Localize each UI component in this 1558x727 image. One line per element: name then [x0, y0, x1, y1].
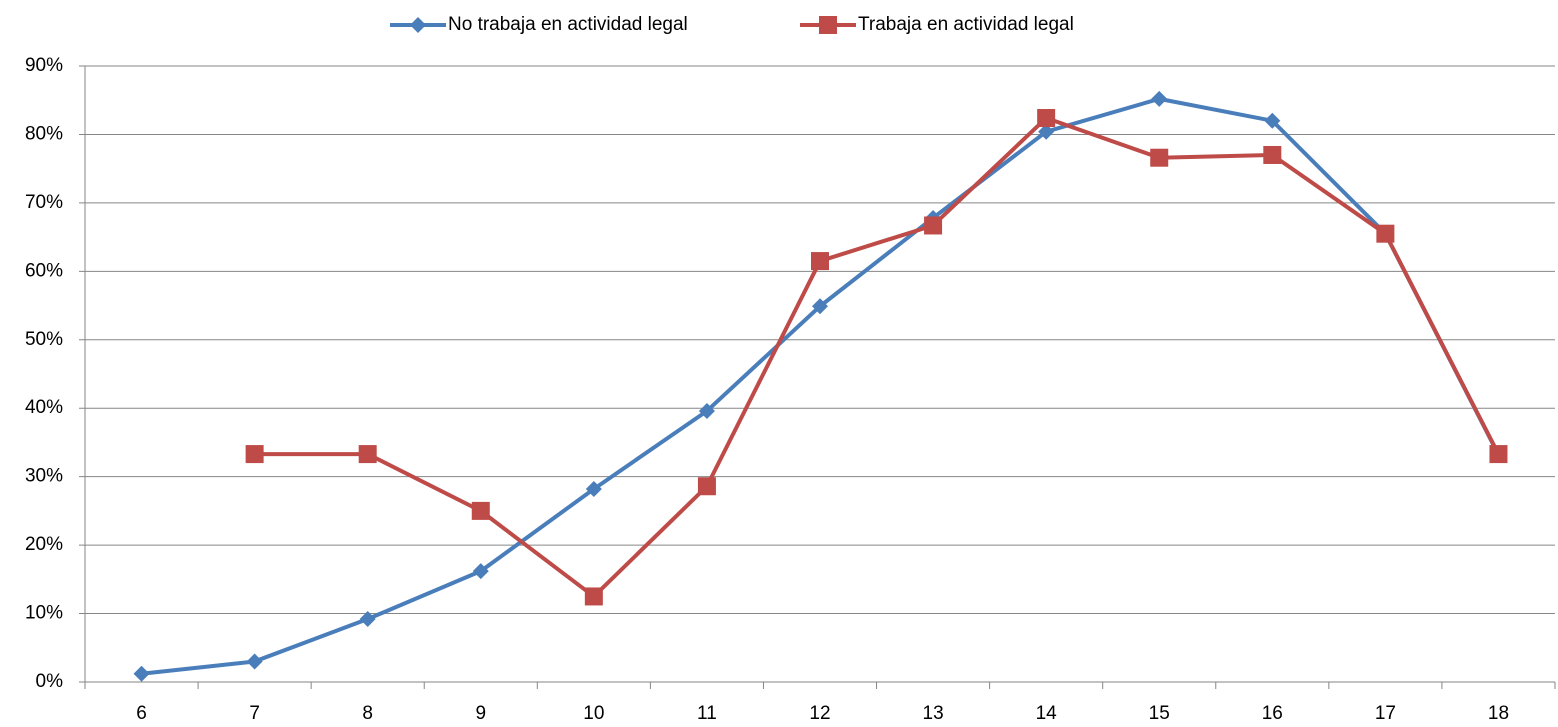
data-point — [1037, 109, 1056, 128]
data-point — [246, 653, 263, 670]
data-point — [924, 216, 943, 235]
y-tick-label: 60% — [25, 260, 63, 281]
legend-marker — [410, 17, 426, 33]
data-point — [1376, 224, 1395, 243]
x-tick-label: 17 — [1375, 703, 1396, 724]
y-tick-label: 30% — [25, 466, 63, 487]
x-tick-label: 18 — [1488, 703, 1509, 724]
data-point — [698, 402, 715, 419]
x-tick-label: 6 — [136, 703, 147, 724]
y-tick-label: 20% — [25, 534, 63, 555]
data-point — [1151, 90, 1168, 107]
legend-marker — [819, 16, 837, 34]
data-point — [1264, 112, 1281, 129]
y-tick-label: 10% — [25, 603, 63, 624]
x-tick-label: 14 — [1036, 703, 1058, 724]
data-point — [697, 477, 716, 496]
y-tick-label: 50% — [25, 329, 63, 350]
x-tick-label: 15 — [1149, 703, 1170, 724]
data-point — [1150, 148, 1169, 167]
series-line — [254, 116, 1501, 599]
y-tick-label: 40% — [25, 397, 63, 418]
data-point — [472, 563, 489, 580]
data-point — [359, 611, 376, 628]
x-tick-label: 7 — [249, 703, 260, 724]
x-tick-label: 13 — [923, 703, 944, 724]
y-tick-label: 0% — [36, 671, 64, 692]
legend-label: Trabaja en actividad legal — [858, 14, 1074, 35]
data-point — [1038, 123, 1055, 140]
y-tick-label: 80% — [25, 123, 63, 144]
x-tick-label: 16 — [1262, 703, 1283, 724]
data-point — [811, 252, 829, 271]
x-tick-label: 12 — [809, 703, 830, 724]
data-point — [133, 665, 150, 682]
data-point — [1263, 145, 1282, 164]
data-point — [471, 501, 490, 520]
y-tick-label: 70% — [25, 192, 63, 213]
data-point — [584, 587, 603, 606]
data-point — [812, 298, 828, 315]
x-tick-label: 11 — [697, 703, 717, 724]
series-line — [141, 96, 1501, 676]
x-tick-label: 10 — [583, 703, 604, 724]
x-tick-label: 8 — [362, 703, 373, 724]
data-point — [358, 445, 377, 464]
data-point — [245, 445, 264, 464]
legend-label: No trabaja en actividad legal — [448, 14, 688, 35]
y-tick-label: 90% — [25, 55, 63, 76]
data-point — [1489, 445, 1508, 464]
x-tick-label: 9 — [475, 703, 486, 724]
data-point — [585, 480, 602, 497]
